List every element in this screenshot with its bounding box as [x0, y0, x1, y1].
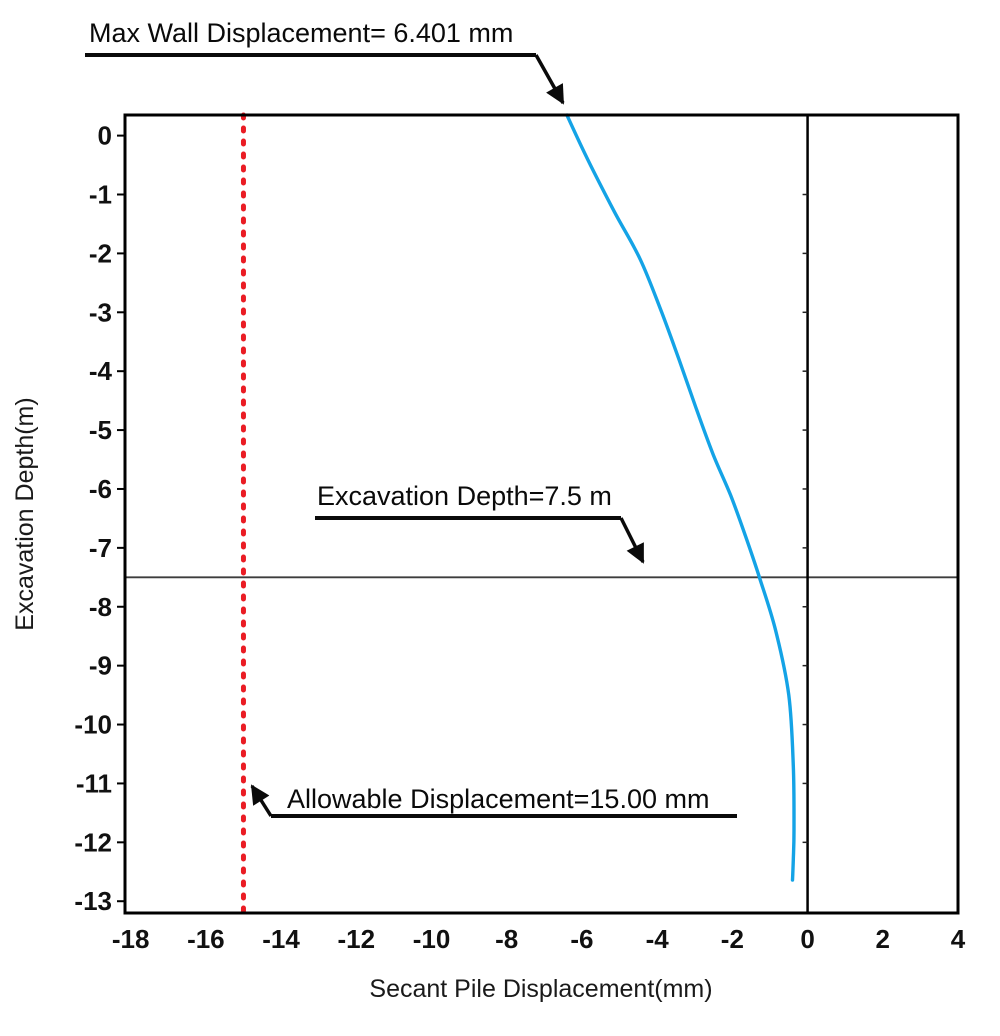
x-tick-label: -12: [337, 924, 375, 954]
annotation-text-allowable-displacement: Allowable Displacement=15.00 mm: [287, 784, 709, 814]
x-tick-label: 4: [951, 924, 966, 954]
annotation-excavation-depth: Excavation Depth=7.5 m: [315, 481, 645, 564]
annotation-arrow-icon: [619, 517, 645, 564]
x-axis-label: Secant Pile Displacement(mm): [369, 975, 712, 1003]
x-tick-label: -10: [413, 924, 451, 954]
x-tick-label: -4: [646, 924, 670, 954]
y-tick-label: -6: [89, 474, 112, 504]
y-tick-label: -10: [74, 710, 112, 740]
y-tick-label: -7: [89, 533, 112, 563]
x-tick-label: -6: [570, 924, 593, 954]
x-tick-label: -16: [187, 924, 225, 954]
y-axis-label: Excavation Depth(m): [11, 397, 39, 630]
y-tick-label: -13: [74, 886, 112, 916]
y-tick-label: -5: [89, 415, 112, 445]
x-tick-label: 0: [800, 924, 814, 954]
y-tick-label: -8: [89, 592, 112, 622]
annotation-arrow-icon: [250, 784, 273, 817]
plot-area: 0 -1 -2 -3 -4 -5 -6 -7 -8 -9 -10 -11 -12 -13-18 -16 -14…: [74, 112, 966, 954]
annotation-arrow-icon: [534, 54, 565, 105]
plot-border: [123, 113, 960, 915]
y-tick-label: -11: [76, 768, 112, 798]
x-tick-label: 2: [876, 924, 890, 954]
annotation-text-max-wall-displacement: Max Wall Displacement= 6.401 mm: [89, 18, 513, 48]
annotation-text-excavation-depth: Excavation Depth=7.5 m: [317, 481, 612, 511]
x-tick-label: -8: [495, 924, 518, 954]
y-tick-label: -1: [89, 180, 112, 210]
y-tick-label: -9: [89, 651, 112, 681]
x-tick-label: -2: [721, 924, 744, 954]
displacement-curve: [565, 113, 796, 882]
y-tick-label: -3: [89, 297, 112, 327]
y-tick-label: -2: [89, 238, 112, 268]
x-tick-label: -14: [262, 924, 300, 954]
y-tick-label: 0: [98, 121, 112, 151]
annotation-allowable-displacement: Allowable Displacement=15.00 mm: [250, 784, 737, 818]
y-tick-label: -4: [89, 356, 113, 386]
annotation-max-wall-displacement: Max Wall Displacement= 6.401 mm: [85, 18, 565, 105]
x-tick-label: -18: [112, 924, 150, 954]
y-tick-label: -12: [74, 827, 112, 857]
